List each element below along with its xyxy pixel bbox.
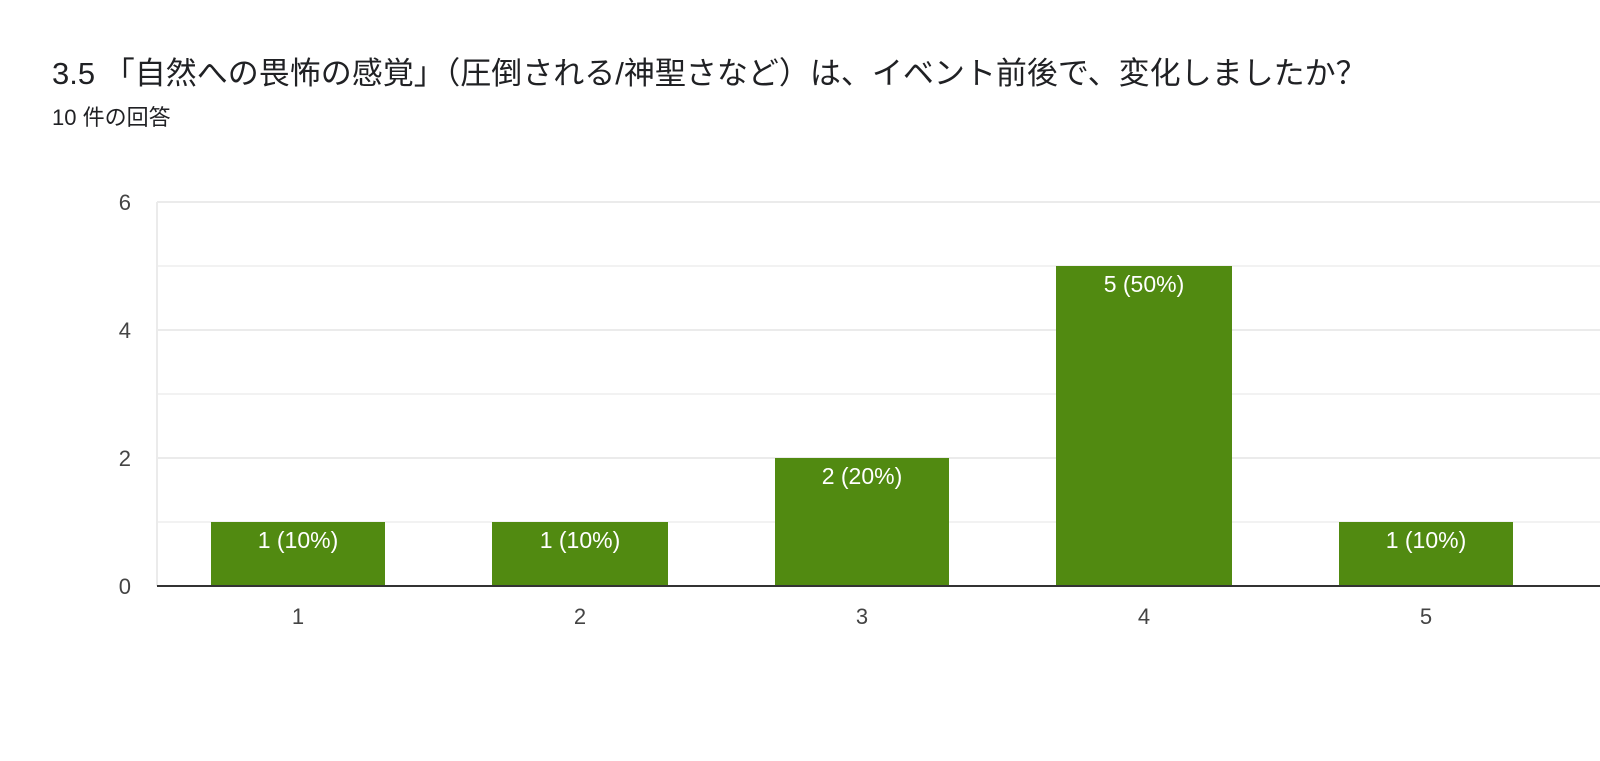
bar: [1056, 266, 1232, 586]
x-tick-label: 2: [574, 604, 586, 629]
y-tick-label: 4: [119, 318, 131, 343]
x-tick-label: 4: [1138, 604, 1150, 629]
x-axis-ticks: 1 2 3 4 5: [292, 604, 1432, 629]
data-labels: 1 (10%) 1 (10%) 2 (20%) 5 (50%) 1 (10%): [258, 271, 1467, 553]
bars: [211, 266, 1513, 586]
data-label: 1 (10%): [1386, 527, 1467, 553]
y-tick-label: 6: [119, 190, 131, 215]
data-label: 2 (20%): [822, 463, 903, 489]
y-tick-label: 2: [119, 446, 131, 471]
gridlines: [156, 201, 1600, 586]
bar: [492, 522, 668, 586]
question-title: 3.5 「自然への畏怖の感覚」（圧倒される/神聖さなど）は、イベント前後で、変化…: [52, 56, 1367, 91]
response-count: 10 件の回答: [52, 105, 171, 130]
bar: [775, 458, 949, 586]
y-axis-ticks: 0 2 4 6: [119, 190, 131, 599]
data-label: 5 (50%): [1104, 271, 1185, 297]
bar: [1339, 522, 1513, 586]
y-tick-label: 0: [119, 574, 131, 599]
x-tick-label: 5: [1420, 604, 1432, 629]
bar: [211, 522, 385, 586]
x-tick-label: 1: [292, 604, 304, 629]
x-tick-label: 3: [856, 604, 868, 629]
data-label: 1 (10%): [540, 527, 621, 553]
data-label: 1 (10%): [258, 527, 339, 553]
